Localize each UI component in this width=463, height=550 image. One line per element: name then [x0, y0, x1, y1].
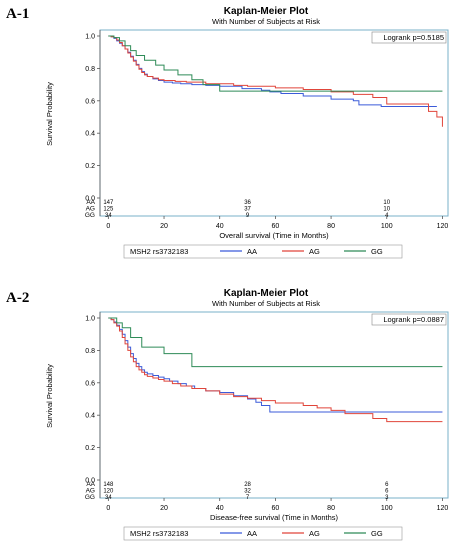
legend-label-aa: AA	[247, 247, 257, 256]
panel-label-a2: A-2	[6, 290, 30, 306]
risk-count: 28	[244, 482, 251, 488]
risk-count: 147	[103, 200, 114, 206]
x-tick-label: 80	[327, 505, 335, 512]
km-chart-a1: Kaplan-Meier Plot With Number of Subjects…	[38, 2, 450, 268]
risk-count: 148	[103, 482, 114, 488]
risk-group-label: GG	[85, 494, 95, 501]
legend-label-ag: AG	[309, 247, 320, 256]
risk-count: 4	[385, 213, 389, 219]
x-tick-label: 100	[381, 505, 393, 512]
y-tick-label: 0.4	[85, 413, 95, 420]
y-tick-label: 1.0	[85, 34, 95, 41]
x-tick-label: 120	[437, 505, 449, 512]
logrank-box	[371, 313, 447, 326]
x-axis-label: Disease-free survival (Time in Months)	[210, 513, 339, 522]
legend-title: MSH2 rs3732183	[130, 247, 188, 256]
risk-count: 34	[105, 495, 112, 501]
survival-curve-ag	[108, 317, 443, 423]
survival-curve-gg	[108, 35, 443, 92]
y-axis-label: Survival Probability	[45, 364, 54, 428]
risk-count: 6	[385, 482, 389, 488]
legend-title: MSH2 rs3732183	[130, 529, 188, 538]
risk-count: 120	[103, 489, 114, 495]
x-tick-label: 60	[271, 223, 279, 230]
y-tick-label: 0.6	[85, 380, 95, 387]
y-tick-label: 0.0	[85, 478, 95, 485]
logrank-annotation: Logrank p=0.0887	[383, 315, 444, 324]
legend-box	[123, 526, 403, 541]
logrank-annotation: Logrank p=0.5185	[383, 33, 444, 42]
y-tick-label: 0.6	[85, 98, 95, 105]
x-tick-label: 80	[327, 223, 335, 230]
plot-frame	[99, 29, 449, 217]
risk-count: 34	[105, 213, 112, 219]
risk-count: 10	[383, 207, 390, 213]
x-axis-label: Overall survival (Time in Months)	[219, 231, 329, 240]
km-chart-a2: Kaplan-Meier Plot With Number of Subjects…	[38, 284, 450, 546]
y-tick-label: 0.4	[85, 131, 95, 138]
risk-count: 36	[244, 200, 251, 206]
panel-label-a1: A-1	[6, 6, 30, 22]
risk-group-label: AA	[86, 481, 95, 488]
legend-box	[123, 244, 403, 259]
risk-group-label: AG	[86, 488, 95, 495]
y-tick-label: 0.0	[85, 196, 95, 203]
x-tick-label: 0	[106, 223, 110, 230]
risk-count: 10	[383, 200, 390, 206]
risk-count: 7	[246, 495, 250, 501]
legend-label-gg: GG	[371, 529, 383, 538]
risk-group-label: AA	[86, 199, 95, 206]
chart-subtitle: With Number of Subjects at Risk	[212, 299, 320, 308]
risk-count: 32	[244, 489, 251, 495]
survival-curve-ag	[108, 35, 443, 127]
risk-group-label: AG	[86, 206, 95, 213]
survival-curve-gg	[108, 317, 443, 368]
risk-count: 37	[244, 207, 251, 213]
y-tick-label: 0.2	[85, 445, 95, 452]
logrank-box	[371, 31, 447, 44]
legend-label-ag: AG	[309, 529, 320, 538]
x-tick-label: 40	[216, 505, 224, 512]
survival-curve-aa	[108, 35, 437, 107]
plot-frame	[99, 311, 449, 499]
x-tick-label: 40	[216, 223, 224, 230]
legend-label-aa: AA	[247, 529, 257, 538]
legend-label-gg: GG	[371, 247, 383, 256]
y-tick-label: 0.8	[85, 66, 95, 73]
x-tick-label: 120	[437, 223, 449, 230]
x-tick-label: 0	[106, 505, 110, 512]
y-tick-label: 1.0	[85, 316, 95, 323]
x-tick-label: 100	[381, 223, 393, 230]
y-tick-label: 0.2	[85, 163, 95, 170]
x-tick-label: 20	[160, 223, 168, 230]
chart-title: Kaplan-Meier Plot	[224, 6, 309, 17]
y-tick-label: 0.8	[85, 348, 95, 355]
x-tick-label: 20	[160, 505, 168, 512]
risk-count: 3	[385, 495, 389, 501]
risk-count: 9	[246, 213, 250, 219]
survival-curve-aa	[108, 317, 443, 413]
risk-group-label: GG	[85, 212, 95, 219]
y-axis-label: Survival Probability	[45, 82, 54, 146]
risk-count: 6	[385, 489, 389, 495]
chart-title: Kaplan-Meier Plot	[224, 288, 309, 299]
chart-subtitle: With Number of Subjects at Risk	[212, 17, 320, 26]
risk-count: 125	[103, 207, 114, 213]
x-tick-label: 60	[271, 505, 279, 512]
